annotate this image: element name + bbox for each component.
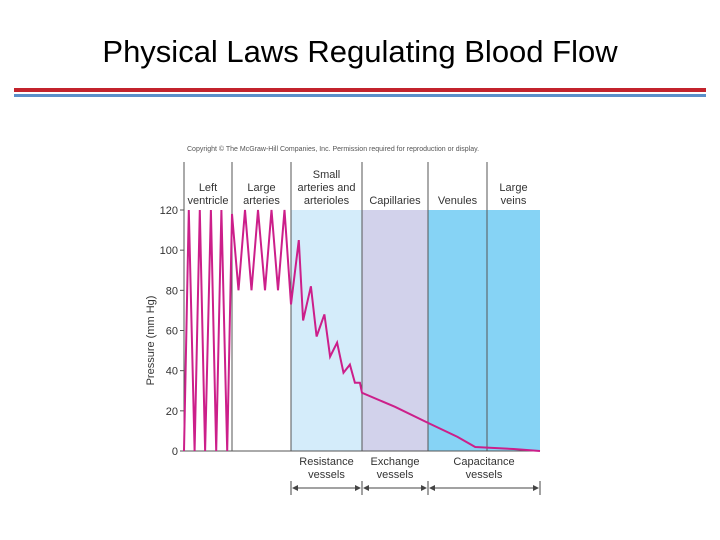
slide-title: Physical Laws Regulating Blood Flow: [102, 34, 618, 69]
segment-label: Small: [313, 169, 341, 181]
region-fill-exchange: [362, 210, 428, 451]
segment-label: Large: [499, 182, 527, 194]
vessel-group-label: vessels: [308, 469, 345, 481]
pressure-line-group: [183, 209, 541, 452]
segment-label: arteries and: [297, 182, 355, 194]
y-axis-label: Pressure (mm Hg): [145, 296, 157, 386]
segment-label: Capillaries: [369, 195, 421, 207]
y-tick-label: 20: [166, 406, 178, 418]
y-tick-label: 40: [166, 366, 178, 378]
vessel-region-fills: [291, 210, 540, 451]
y-axis: 0 20 40 60 80 100 120 Pressure (mm Hg): [145, 205, 184, 458]
y-tick-label: 60: [166, 326, 178, 338]
title-rule-blue: [14, 94, 706, 97]
vessel-group-label: Resistance: [299, 456, 353, 468]
segment-dividers: [183, 162, 540, 452]
y-tick-label: 120: [160, 205, 178, 217]
y-tick-label: 100: [160, 245, 178, 257]
vessel-group-label: Capacitance: [453, 456, 514, 468]
segment-label: ventricle: [188, 195, 229, 207]
vessel-group-bracket: [361, 481, 429, 495]
title-rule-red: [14, 88, 706, 92]
vessel-group-labels: ResistancevesselsExchangevesselsCapacita…: [290, 456, 541, 495]
segment-label: veins: [501, 195, 527, 207]
vessel-group-label: Exchange: [371, 456, 420, 468]
segment-label: arteries: [243, 195, 280, 207]
segment-label: Venules: [438, 195, 478, 207]
pressure-series-line: [183, 209, 541, 452]
vessel-group-bracket: [290, 481, 363, 495]
vessel-group-bracket: [427, 481, 541, 495]
segment-label: Left: [199, 182, 217, 194]
vessel-group-label: vessels: [466, 469, 503, 481]
segment-labels: LeftventricleLargearteriesSmallarteries …: [188, 169, 528, 207]
segment-label: arterioles: [304, 195, 350, 207]
vessel-group-label: vessels: [377, 469, 414, 481]
y-tick-label: 80: [166, 285, 178, 297]
region-fill-capacitance: [428, 210, 540, 451]
copyright-notice: Copyright © The McGraw-Hill Companies, I…: [187, 146, 480, 153]
segment-label: Large: [247, 182, 275, 194]
y-tick-label: 0: [172, 446, 178, 458]
